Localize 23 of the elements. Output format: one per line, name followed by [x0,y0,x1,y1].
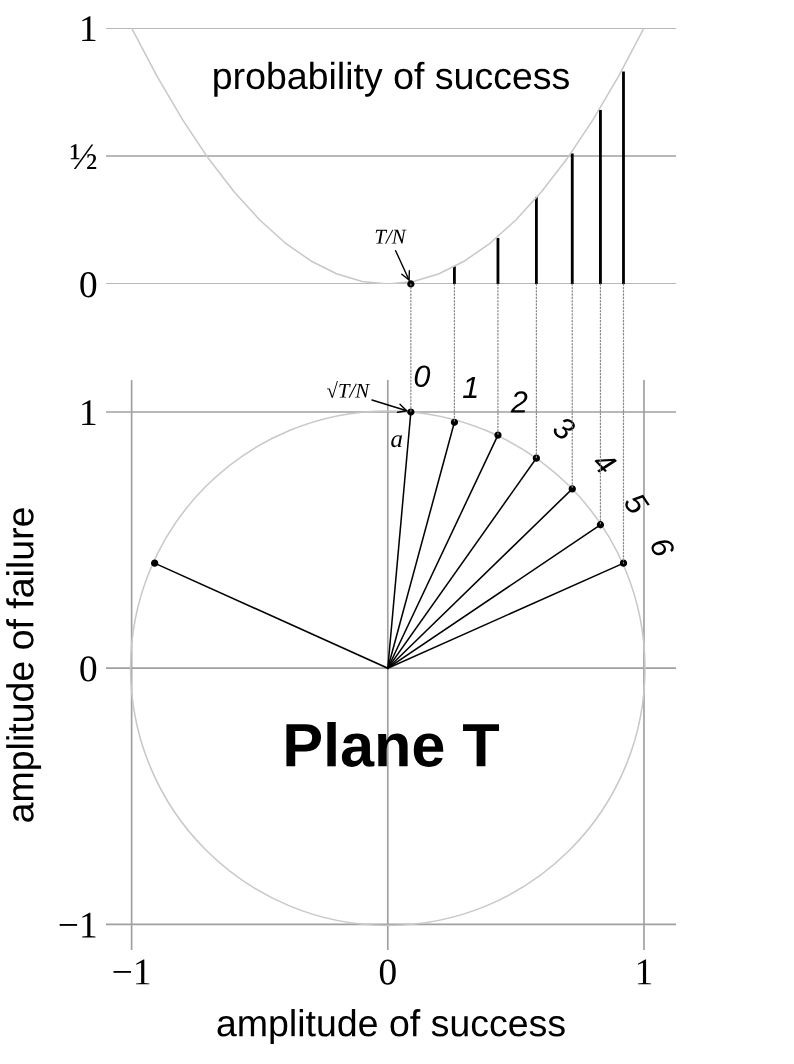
y-axis-title: amplitude of failure [6,508,42,822]
y-tick-label: 1 [82,400,96,426]
annotation: √T/N [327,381,371,398]
x-tick-label: 0 [379,959,396,985]
annotation: 5 [622,491,650,517]
annotation: 4 [591,449,618,476]
y-tick-label: −1 [59,912,96,938]
x-tick-label: 1 [637,959,652,985]
annotation: 6 [649,536,676,560]
annotation: Plane T [286,722,500,767]
x-tick-label: −1 [113,959,150,985]
annotation: 0 [414,365,431,388]
y-tick-label: ½ [70,144,97,170]
annotation: a [391,435,403,448]
annotation: T/N [375,229,407,244]
annotation: 1 [463,376,477,398]
x-axis-title: amplitude of success [217,1009,565,1044]
y-tick-label: 0 [80,656,97,682]
y-tick-label: 1 [82,16,96,42]
annotation: 2 [510,391,528,413]
annotation: 3 [551,414,577,442]
text: probability of success [214,61,569,97]
y-tick-label: 0 [80,272,97,298]
